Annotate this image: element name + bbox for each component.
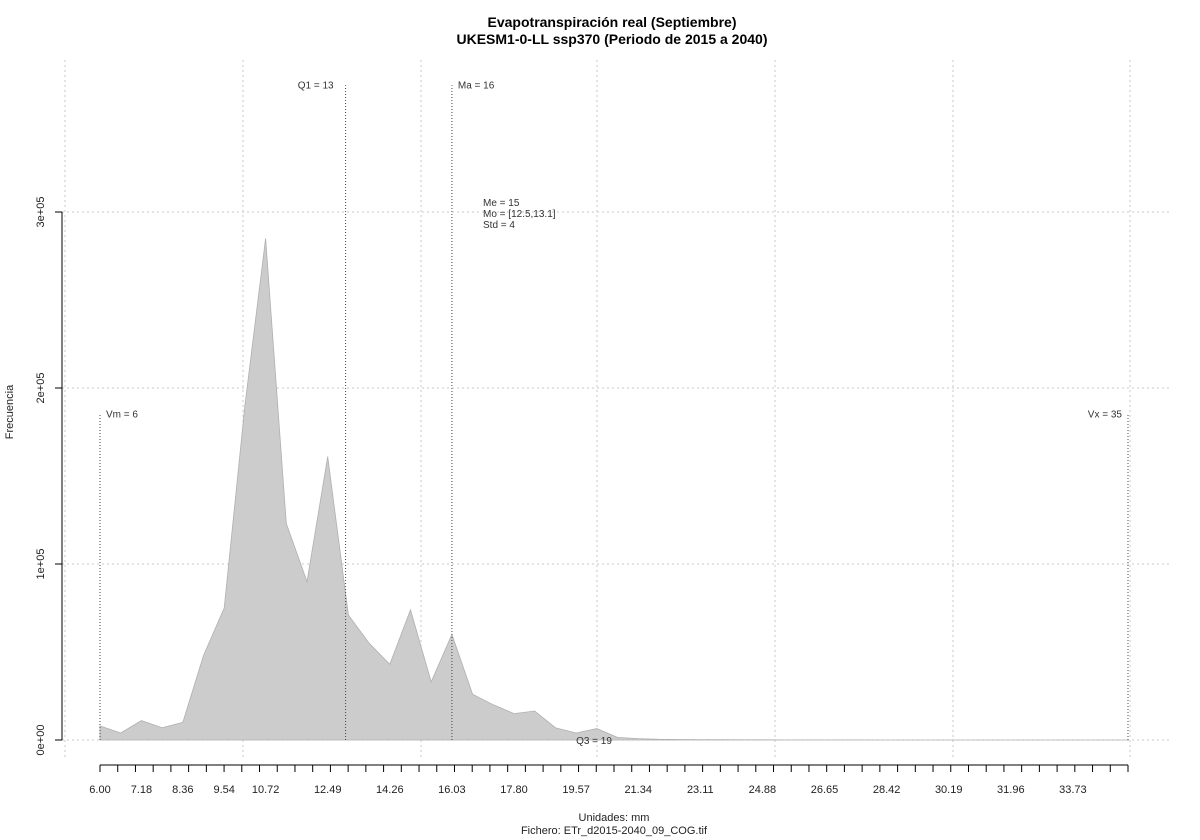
y-tick-label: 2e+05	[35, 373, 47, 404]
grid-lines	[62, 60, 1170, 760]
x-tick-label: 17.80	[500, 784, 528, 796]
stat-median: Me = 15	[483, 198, 520, 209]
stat-markers: Vm = 6 Q1 = 13 Ma = 16 Vx = 35	[99, 80, 1129, 740]
chart-subtitle: UKESM1-0-LL ssp370 (Periodo de 2015 a 20…	[457, 31, 768, 47]
q3-label: Q3 = 19	[576, 736, 612, 747]
x-tick-label: 8.36	[172, 784, 193, 796]
stat-mode: Mo = [12.5,13.1]	[483, 209, 556, 220]
x-tick-label: 14.26	[376, 784, 404, 796]
y-tick-label: 1e+05	[35, 549, 47, 580]
x-tick-label: 24.88	[749, 784, 777, 796]
x-tick-label: 10.72	[252, 784, 280, 796]
marker-label: Vx = 35	[1088, 409, 1123, 420]
axes: 0e+00 1e+05 2e+05 3e+05 6.00 7.18 8.36 9.54 10.7…	[35, 197, 1129, 796]
chart-title: Evapotranspiración real (Septiembre)	[488, 14, 737, 30]
x-tick-label: 9.54	[213, 784, 234, 796]
x-tick-label: 7.18	[131, 784, 152, 796]
y-tick-label: 3e+05	[35, 197, 47, 228]
x-tick-label: 16.03	[438, 784, 466, 796]
x-tick-label: 26.65	[811, 784, 839, 796]
x-axis-label: Unidades: mm	[579, 812, 650, 824]
marker-label: Vm = 6	[106, 409, 138, 420]
x-tick-label: 21.34	[624, 784, 652, 796]
stat-std: Std = 4	[483, 220, 515, 231]
frequency-area	[99, 238, 1128, 741]
marker-label: Q1 = 13	[298, 80, 334, 91]
y-axis-label: Frecuencia	[4, 384, 16, 439]
x-tick-label: 28.42	[873, 784, 901, 796]
x-tick-label: 30.19	[935, 784, 963, 796]
frequency-area-polygon	[99, 238, 1128, 741]
x-tick-label: 19.57	[562, 784, 590, 796]
x-tick-label: 23.11	[687, 784, 714, 796]
file-caption: Fichero: ETr_d2015-2040_09_COG.tif	[521, 825, 708, 837]
y-tick-label: 0e+00	[35, 725, 47, 756]
x-tick-label: 31.96	[997, 784, 1025, 796]
x-tick-label: 12.49	[314, 784, 342, 796]
x-tick-label: 6.00	[89, 784, 110, 796]
marker-label: Ma = 16	[458, 80, 495, 91]
x-tick-label: 33.73	[1059, 784, 1087, 796]
